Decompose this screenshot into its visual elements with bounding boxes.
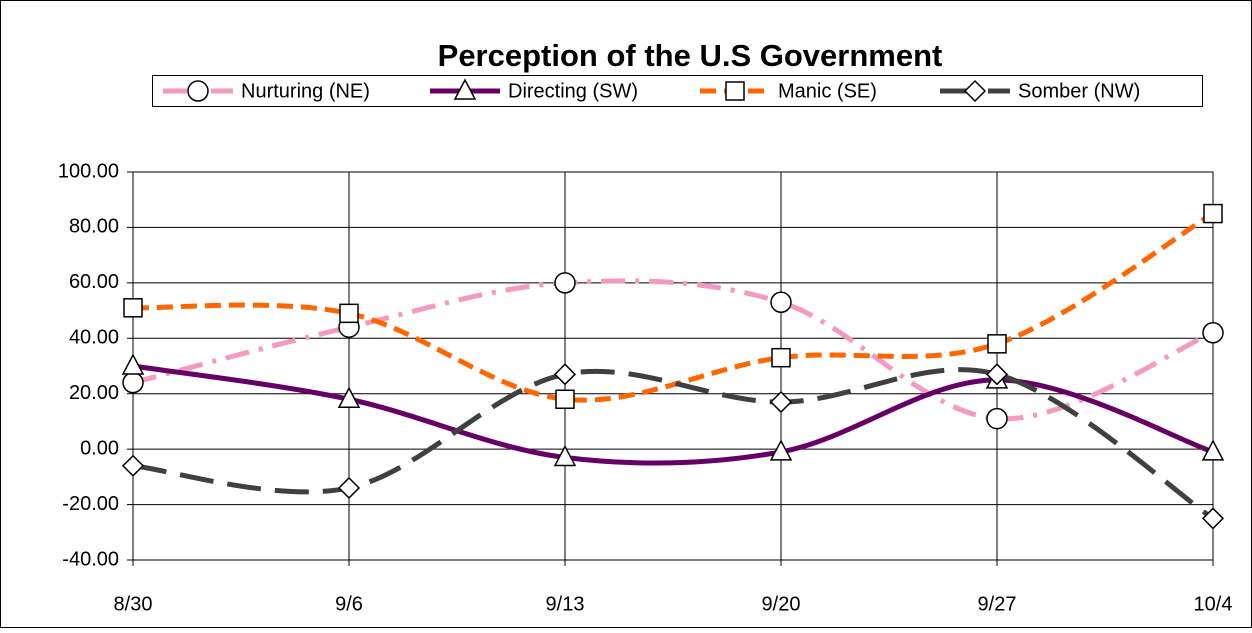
series-line xyxy=(132,363,1214,466)
data-point xyxy=(555,389,575,410)
data-point xyxy=(1203,203,1223,224)
x-tick-label: 9/6 xyxy=(335,593,363,615)
data-point xyxy=(769,439,793,461)
y-tick-label: -40.00 xyxy=(62,548,119,570)
data-point xyxy=(553,444,577,467)
legend-marker xyxy=(963,79,987,103)
legend-label: Directing (SW) xyxy=(508,80,638,102)
legend-label: Manic (SE) xyxy=(778,80,877,102)
plot-area xyxy=(132,171,1214,561)
data-point xyxy=(121,353,145,375)
series-line xyxy=(132,278,1214,422)
data-point xyxy=(121,454,145,477)
data-point xyxy=(554,272,576,294)
y-tick-label: 80.00 xyxy=(69,216,119,238)
legend-label: Nurturing (NE) xyxy=(241,80,370,102)
data-point xyxy=(986,407,1008,430)
data-point xyxy=(987,334,1007,354)
x-tick-label: 10/4 xyxy=(1194,593,1233,615)
data-point xyxy=(123,298,143,318)
series-line xyxy=(132,211,1215,403)
y-tick-label: 40.00 xyxy=(69,327,119,349)
chart-title: Perception of the U.S Government xyxy=(438,38,943,73)
y-tick-label: -20.00 xyxy=(62,493,119,515)
data-point xyxy=(553,363,577,386)
legend-marker xyxy=(453,78,477,100)
data-point xyxy=(985,363,1009,386)
x-tick-label: 9/13 xyxy=(546,593,585,615)
legend-marker xyxy=(725,81,745,101)
legend-marker xyxy=(187,80,209,102)
legend-label: Somber (NW) xyxy=(1018,80,1140,102)
y-tick-label: 60.00 xyxy=(69,271,119,293)
data-point xyxy=(337,386,361,409)
y-tick-label: 100.00 xyxy=(58,160,119,182)
series-line xyxy=(132,367,1215,521)
data-point xyxy=(771,347,791,368)
data-point xyxy=(1202,321,1224,344)
x-tick-label: 8/30 xyxy=(114,593,153,615)
data-point xyxy=(1201,507,1225,530)
data-point xyxy=(1201,439,1225,461)
x-tick-label: 9/20 xyxy=(762,593,801,615)
y-tick-label: 0.00 xyxy=(80,437,119,459)
legend-box xyxy=(152,75,1203,107)
data-point xyxy=(339,303,359,324)
x-tick-label: 9/27 xyxy=(978,593,1017,615)
data-point xyxy=(769,390,793,414)
data-point xyxy=(770,291,792,314)
data-point xyxy=(122,371,144,394)
data-point xyxy=(337,476,361,500)
y-tick-label: 20.00 xyxy=(69,382,119,404)
